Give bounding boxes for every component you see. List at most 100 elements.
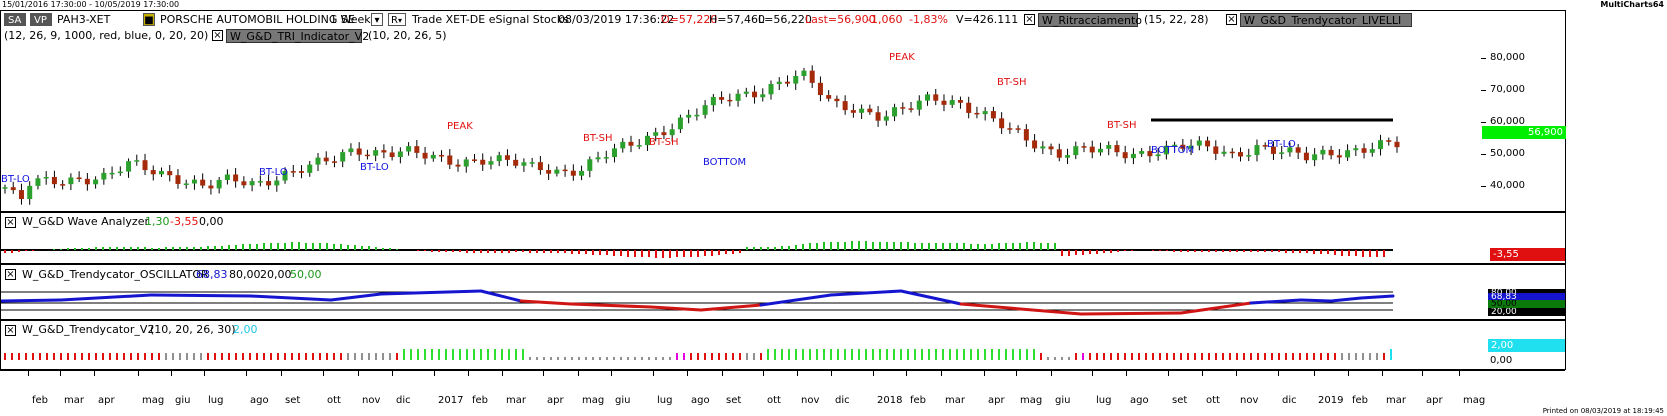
volume-value: V=426.111 <box>956 13 1019 26</box>
trend-bar <box>326 353 328 360</box>
candle-body <box>644 135 650 146</box>
candle-body <box>752 91 758 98</box>
wave-value-1: 1,30 <box>145 215 170 228</box>
time-tick <box>578 371 579 376</box>
trendycator-pane[interactable] <box>0 320 1482 370</box>
price-chart[interactable]: PEAK BT-SH BT-SH BT-SH BT-SH PEAK BT-LO BT-LO BT… <box>1 11 1479 209</box>
wave-pane[interactable] <box>0 212 1482 264</box>
close-icon[interactable]: × <box>1024 14 1035 25</box>
trend-bar <box>221 353 223 360</box>
oscillator-value-1: 68,83 <box>196 268 228 281</box>
trend-bar <box>291 353 293 360</box>
trend-bar <box>95 353 97 360</box>
candle-body <box>200 179 206 186</box>
candle-body <box>299 171 305 173</box>
candle-body <box>134 160 140 162</box>
candle-body <box>1089 146 1095 153</box>
candle-body <box>84 178 90 185</box>
candle-body <box>1032 140 1038 149</box>
candle-body <box>1106 145 1112 149</box>
candle-body <box>504 155 510 160</box>
price-axis-tick: 70,000 <box>1490 84 1525 95</box>
oscillator-segment <box>329 292 383 302</box>
time-tick <box>60 371 61 376</box>
trend-bar <box>991 349 993 360</box>
time-axis-label: dic <box>835 395 850 406</box>
trend-bar <box>634 357 636 360</box>
oscillator-value-3: 20,00 <box>260 268 292 281</box>
candle-body <box>463 159 469 167</box>
trend-bar <box>1117 353 1119 360</box>
trend-bar <box>116 353 118 360</box>
candle-body <box>537 162 543 171</box>
sa-button[interactable]: SA <box>4 13 26 26</box>
trendycator-bars[interactable] <box>1 321 1479 367</box>
chart-annotation: BOTTOM <box>703 157 746 168</box>
timeframe-dropdown[interactable]: ▾ <box>371 13 383 26</box>
candle-body <box>18 190 24 200</box>
indicator-trendycator-livelli[interactable]: W_G&D_Trendycator_LIVELLI <box>1240 13 1412 27</box>
candle-body <box>2 187 8 189</box>
trend-bar <box>1383 353 1385 360</box>
trend-bar <box>816 349 818 360</box>
trend-bar <box>32 353 34 360</box>
time-axis-label: apr <box>988 395 1005 406</box>
trend-bar <box>1180 353 1182 360</box>
trend-bar <box>172 353 174 360</box>
indicator-tri-v2[interactable]: W_G&D_TRI_Indicator_V2 <box>226 29 369 43</box>
time-tick <box>1126 371 1127 376</box>
r-button[interactable]: R▾ <box>388 13 406 26</box>
time-tick <box>873 371 874 376</box>
time-axis-label: mar <box>64 395 84 406</box>
window-title-bar: 15/01/2016 17:30:00 - 10/05/2019 17:30:0… <box>0 0 1667 9</box>
symbol-color-toggle[interactable]: ■ <box>143 13 155 26</box>
price-axis[interactable] <box>1481 10 1566 212</box>
trend-bar <box>956 349 958 360</box>
time-tick <box>1202 371 1203 376</box>
time-tick <box>281 371 282 376</box>
trendycator-tag: 2,00 <box>1488 339 1565 352</box>
candle-body <box>266 181 272 186</box>
close-icon[interactable]: × <box>1226 14 1237 25</box>
candle-body <box>694 114 700 117</box>
trend-bar <box>683 353 685 360</box>
oscillator-segment <box>1329 296 1363 303</box>
oscillator-tag-20: 20,00 <box>1488 308 1565 316</box>
trend-bar <box>823 349 825 360</box>
oscillator-segment <box>249 294 333 302</box>
trend-bar <box>60 353 62 360</box>
oscillator-plot[interactable] <box>1 265 1479 317</box>
close-icon[interactable]: × <box>5 325 16 336</box>
chart-annotation: BT-SH <box>649 137 679 148</box>
candle-body <box>340 152 346 162</box>
trend-bar <box>830 349 832 360</box>
trend-bar <box>620 357 622 360</box>
candle-body <box>636 145 642 147</box>
trend-bar <box>767 349 769 360</box>
trendycator-params: (10, 20, 26, 30) <box>150 323 236 336</box>
time-tick <box>1236 371 1237 376</box>
trend-bar <box>1201 353 1203 360</box>
vp-button[interactable]: VP <box>30 13 52 26</box>
candle-body <box>1040 146 1046 149</box>
feed-label: Trade XET-DE eSignal Stocks <box>412 13 569 26</box>
candle-body <box>587 159 593 171</box>
time-axis[interactable] <box>0 370 1565 395</box>
time-axis-label: mag <box>1463 395 1486 406</box>
indicator-ritracciamento[interactable]: W_Ritracciamento <box>1038 13 1142 27</box>
close-icon[interactable]: × <box>5 269 16 280</box>
price-pane[interactable] <box>0 10 1482 212</box>
candle-body <box>422 152 428 159</box>
close-icon[interactable]: × <box>212 30 223 41</box>
trend-bar <box>914 349 916 360</box>
trend-bar <box>361 353 363 360</box>
trend-bar <box>907 349 909 360</box>
trend-bar <box>578 357 580 360</box>
close-icon[interactable]: × <box>5 217 16 228</box>
wave-histogram[interactable] <box>1 213 1479 261</box>
time-tick <box>611 371 612 376</box>
time-axis-label: ott <box>327 395 341 406</box>
trend-bar <box>270 353 272 360</box>
trend-bar <box>459 349 461 360</box>
candle-body <box>933 94 939 101</box>
